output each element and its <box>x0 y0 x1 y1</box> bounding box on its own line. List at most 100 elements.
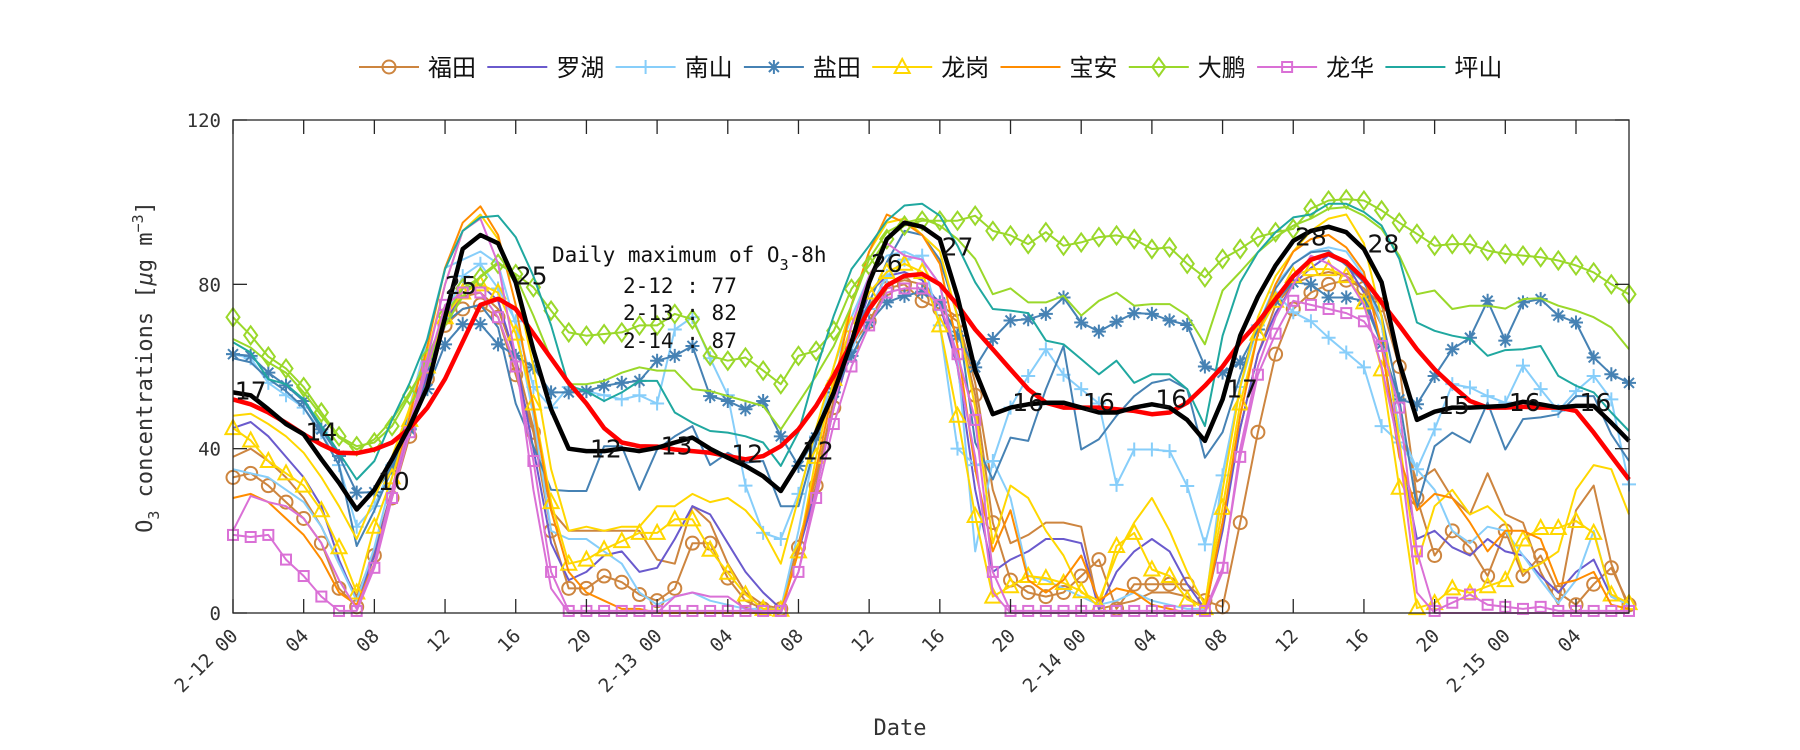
data-point-plus <box>1038 342 1053 357</box>
legend-item-大鹏[interactable]: 大鹏 <box>1128 54 1246 82</box>
data-point-triangle <box>647 522 667 540</box>
data-point-diamond <box>1179 253 1195 275</box>
x-tick-label: 2-12 00 <box>170 625 242 697</box>
data-point-diamond <box>967 205 983 227</box>
data-point-square <box>1463 588 1476 601</box>
data-point-diamond <box>578 324 595 347</box>
data-point-asterisk <box>1233 355 1248 370</box>
data-point-square <box>1163 604 1176 617</box>
legend-item-福田[interactable]: 福田 <box>359 54 476 82</box>
data-point-asterisk <box>738 402 753 417</box>
data-point-triangle <box>1160 565 1179 584</box>
data-point-diamond <box>1055 235 1072 257</box>
legend-item-盐田[interactable]: 盐田 <box>743 54 861 82</box>
data-point-square <box>827 418 840 431</box>
data-point-diamond <box>1585 261 1602 284</box>
data-point-triangle <box>753 598 773 616</box>
legend-label: 龙岗 <box>941 54 989 82</box>
data-point-plus <box>1286 305 1301 320</box>
data-point-triangle <box>1142 559 1162 577</box>
data-point-square <box>916 282 929 295</box>
data-point-plus <box>1021 368 1036 383</box>
data-point-plus <box>1321 330 1336 345</box>
data-point-circle <box>1126 576 1142 592</box>
data-point-circle <box>578 580 594 596</box>
data-point-diamond <box>614 321 630 344</box>
data-point-plus <box>667 322 682 337</box>
data-point-asterisk <box>1498 333 1513 348</box>
data-point-asterisk <box>1339 290 1354 305</box>
legend-item-龙华[interactable]: 龙华 <box>1257 54 1374 82</box>
y-tick-label: 40 <box>198 439 221 461</box>
data-point-plus <box>1074 382 1089 397</box>
data-point-circle <box>596 568 612 584</box>
data-point-square <box>668 604 681 617</box>
legend-item-南山[interactable]: 南山 <box>615 54 733 82</box>
daily-max-box: Daily maximum of O3-8h 2-12 : 77 2-13 : … <box>552 243 827 353</box>
data-point-plus <box>1197 537 1212 552</box>
data-point-triangle <box>683 509 702 527</box>
x-tick-label: 20 <box>988 625 1020 657</box>
annotation-label: 16 <box>1083 388 1115 417</box>
legend-item-宝安[interactable]: 宝安 <box>1000 54 1118 82</box>
y-tick-label: 80 <box>198 274 221 296</box>
legend-item-龙岗[interactable]: 龙岗 <box>872 54 989 82</box>
data-point-square <box>1287 294 1300 307</box>
series-line <box>232 287 1629 612</box>
data-point-triangle <box>276 463 296 481</box>
data-point-square <box>1181 604 1194 617</box>
legend-item-坪山[interactable]: 坪山 <box>1385 54 1502 82</box>
series-mean-black <box>232 220 1631 512</box>
data-point-diamond <box>1126 228 1142 250</box>
annotation-label: 12 <box>731 440 763 469</box>
legend-label: 坪山 <box>1454 54 1502 82</box>
data-point-plus <box>1480 389 1495 404</box>
data-point-triangle <box>1584 522 1603 540</box>
data-point-diamond <box>472 266 489 289</box>
daily-max-row: 2-13 : 82 <box>623 301 737 325</box>
data-point-diamond <box>737 346 754 369</box>
daily-max-row: 2-14 : 87 <box>623 329 737 353</box>
data-point-triangle <box>1513 529 1533 547</box>
data-point-diamond <box>720 350 736 372</box>
data-point-square <box>1446 596 1459 609</box>
data-point-diamond <box>525 276 542 298</box>
annotation-label: 16 <box>1155 385 1187 414</box>
data-point-diamond <box>649 314 665 337</box>
series-line <box>232 202 1630 481</box>
legend-label: 龙华 <box>1326 54 1374 82</box>
data-point-plus <box>1303 314 1318 329</box>
data-point-asterisk <box>1091 324 1106 339</box>
data-point-diamond <box>1391 212 1408 234</box>
data-point-diamond <box>384 415 400 437</box>
data-point-square <box>1393 401 1406 414</box>
x-tick-label: 16 <box>918 625 950 657</box>
data-point-plus <box>614 392 629 407</box>
data-point-circle <box>1462 539 1478 555</box>
data-point-asterisk <box>332 449 347 464</box>
data-point-triangle <box>1072 581 1091 599</box>
data-point-diamond <box>1232 238 1248 260</box>
data-point-asterisk <box>650 353 665 368</box>
data-point-square <box>1022 604 1035 617</box>
legend-label: 大鹏 <box>1198 54 1246 82</box>
data-point-asterisk <box>597 378 612 393</box>
data-point-diamond <box>1073 231 1089 254</box>
data-point-square <box>1605 604 1618 617</box>
x-tick-label: 16 <box>494 625 526 657</box>
data-point-square <box>262 528 275 541</box>
data-point-circle <box>1444 523 1460 539</box>
data-point-circle <box>1038 589 1054 605</box>
legend-item-罗湖[interactable]: 罗湖 <box>487 54 604 82</box>
annotation-label: 25 <box>516 261 548 290</box>
data-point-asterisk <box>720 394 735 409</box>
data-point-square <box>686 604 699 617</box>
data-point-diamond <box>631 314 648 337</box>
data-point-asterisk <box>1303 277 1318 292</box>
data-point-circle <box>1250 424 1266 440</box>
data-point-asterisk <box>1144 306 1159 321</box>
data-point-circle <box>667 580 683 596</box>
data-point-square <box>845 360 858 373</box>
data-point-triangle <box>630 522 649 540</box>
data-point-plus <box>1127 442 1142 457</box>
